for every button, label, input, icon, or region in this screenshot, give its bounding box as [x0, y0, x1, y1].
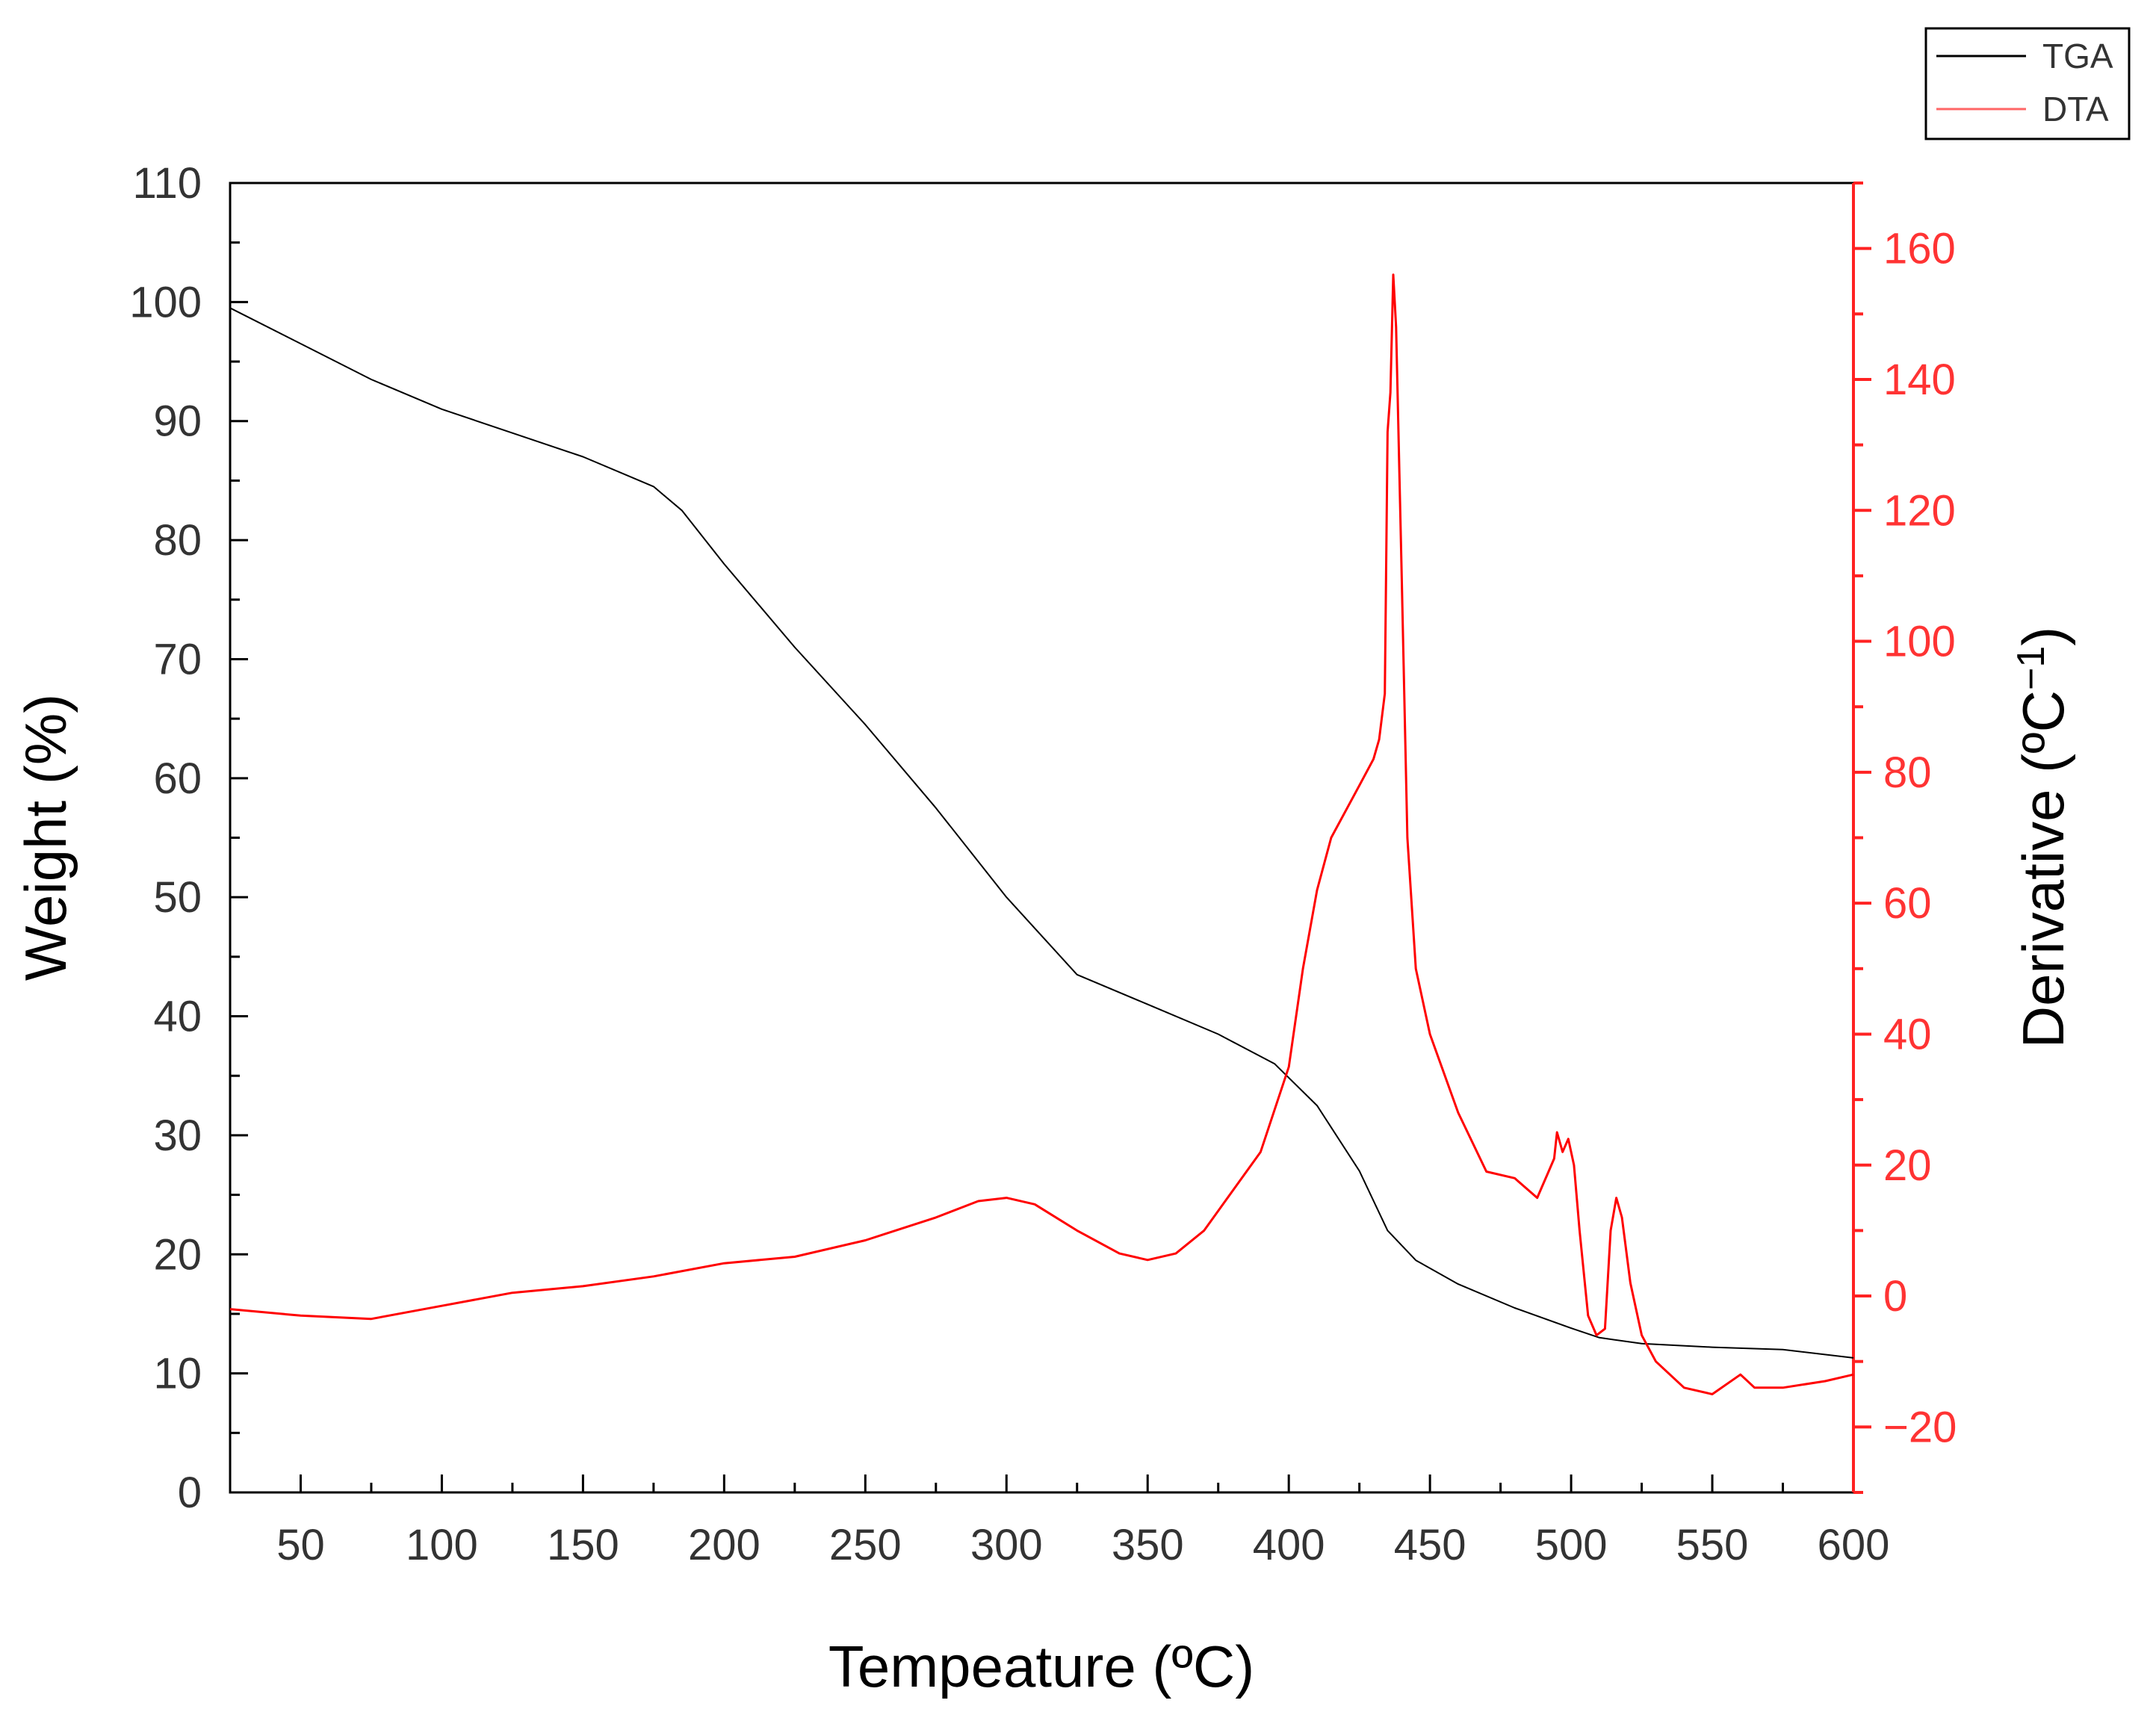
- x-tick-label: 500: [1535, 1521, 1608, 1569]
- left-y-tick-label: 30: [153, 1111, 202, 1160]
- left-y-tick-label: 110: [133, 159, 202, 208]
- plot-frame: [229, 182, 1855, 1494]
- x-tick-label: 600: [1818, 1521, 1890, 1569]
- right-y-axis-title-close: ): [2010, 627, 2076, 646]
- right-y-tick-label: −20: [1883, 1403, 1957, 1451]
- dta-series-line: [229, 273, 1854, 1395]
- left-y-tick-label: 100: [129, 278, 202, 326]
- x-tick-label: 50: [276, 1521, 325, 1569]
- series-layer: [229, 273, 1854, 1395]
- left-y-tick-label: 90: [153, 397, 202, 446]
- legend: TGA DTA: [1924, 27, 2131, 140]
- right-y-axis-title: Derivative (ºC−1): [2010, 627, 2076, 1049]
- right-y-tick-label: 100: [1883, 618, 1956, 666]
- x-tick-label: 200: [688, 1521, 761, 1569]
- tga-series-line: [229, 307, 1854, 1359]
- right-y-axis-ticks: −20 0 20 40 60 80 100 120 140 160: [1853, 182, 1957, 1494]
- legend-box: [1924, 27, 2131, 140]
- legend-tga-label: TGA: [2042, 37, 2113, 75]
- left-y-axis-title: Weight (%): [13, 694, 78, 981]
- right-y-tick-label: 0: [1883, 1272, 1907, 1321]
- x-tick-label: 250: [829, 1521, 902, 1569]
- left-y-tick-label: 40: [153, 993, 202, 1041]
- x-axis-ticks: 50 100 150 200 250 300 350 400 450 500 550 600: [276, 1474, 1889, 1569]
- left-y-tick-label: 70: [153, 635, 202, 683]
- left-y-tick-label: 50: [153, 873, 202, 922]
- left-y-axis-ticks: 0 10 20 30 40 50 60 70 80 90 100 110: [129, 159, 248, 1517]
- right-y-tick-label: 140: [1883, 356, 1956, 404]
- x-tick-label: 150: [547, 1521, 619, 1569]
- right-y-tick-label: 20: [1883, 1141, 1932, 1190]
- right-y-tick-label: 40: [1883, 1010, 1932, 1058]
- right-y-axis-title-main: Derivative (ºC: [2010, 690, 2076, 1048]
- right-y-tick-label: 80: [1883, 748, 1932, 797]
- right-y-tick-label: 60: [1883, 879, 1932, 928]
- left-y-tick-label: 80: [153, 516, 202, 565]
- x-tick-label: 300: [970, 1521, 1043, 1569]
- right-y-axis-title-superscript: −1: [2010, 646, 2053, 690]
- x-axis-title: Tempeature (ºC): [828, 1634, 1254, 1699]
- left-y-tick-label: 0: [178, 1469, 202, 1517]
- left-y-tick-label: 10: [153, 1350, 202, 1398]
- right-y-tick-label: 120: [1883, 486, 1956, 535]
- right-y-tick-label: 160: [1883, 225, 1956, 273]
- left-y-tick-label: 20: [153, 1230, 202, 1279]
- x-tick-label: 550: [1676, 1521, 1749, 1569]
- x-tick-label: 350: [1112, 1521, 1184, 1569]
- legend-dta-label: DTA: [2042, 90, 2109, 128]
- left-y-tick-label: 60: [153, 754, 202, 803]
- x-tick-label: 400: [1253, 1521, 1325, 1569]
- x-tick-label: 450: [1394, 1521, 1466, 1569]
- x-tick-label: 100: [406, 1521, 478, 1569]
